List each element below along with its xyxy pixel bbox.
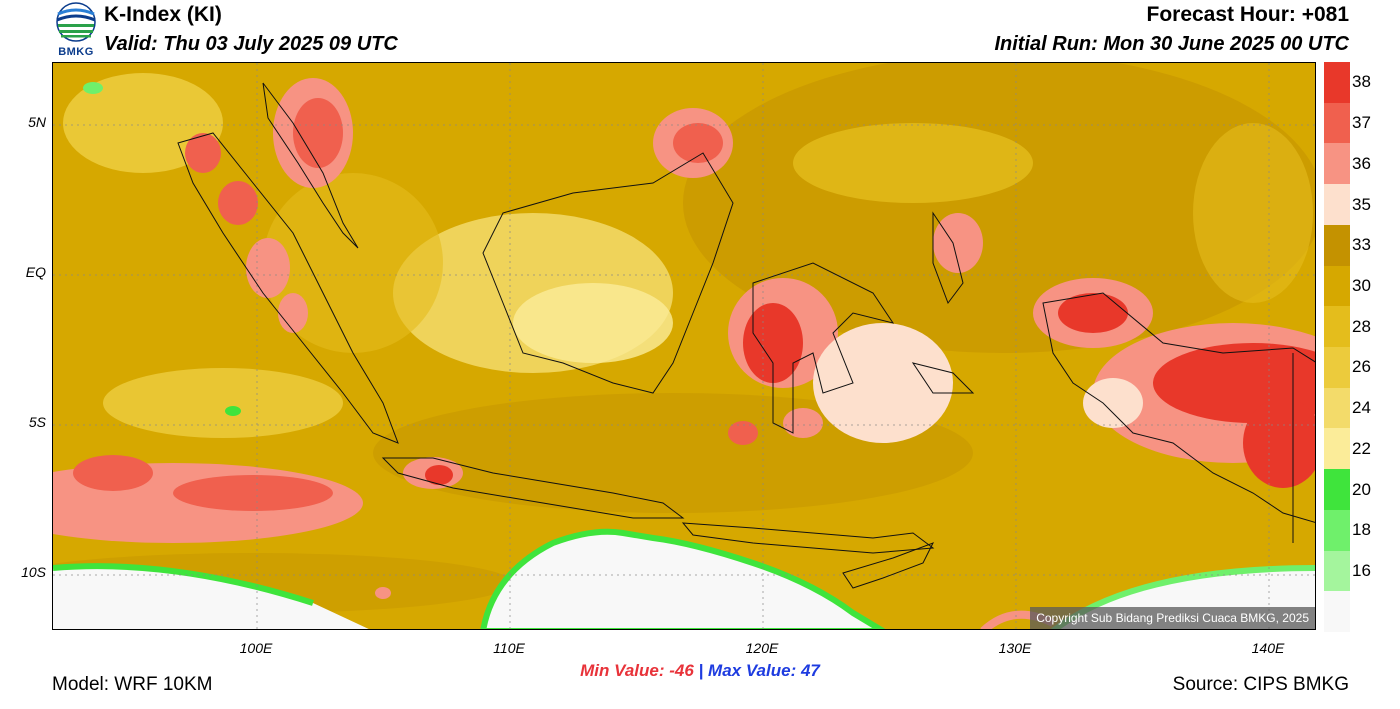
min-max-values: Min Value: -46 | Max Value: 47 [0, 661, 1400, 681]
legend-label: 35 [1352, 194, 1371, 214]
legend-color-cell [1324, 387, 1350, 429]
high-ki-zones [53, 78, 1315, 599]
light-zone-indian-ocean [103, 368, 343, 438]
green-patch-2 [225, 406, 241, 416]
legend-color-cell [1324, 184, 1350, 226]
legend-label: 33 [1352, 235, 1371, 255]
legend-label: 30 [1352, 275, 1371, 295]
max-value: Max Value: 47 [708, 661, 820, 680]
legend-color-cell [1324, 62, 1350, 104]
k-index-map[interactable]: Copyright Sub Bidang Prediksi Cuaca BMKG… [52, 62, 1316, 630]
green-patch-1 [83, 82, 103, 94]
legend-label: 36 [1352, 153, 1371, 173]
model-label: Model: WRF 10KM [52, 674, 213, 695]
legend-label: 38 [1352, 72, 1371, 92]
legend-color-cell [1324, 224, 1350, 267]
green-edge-sw [53, 563, 314, 606]
legend-label: 37 [1352, 113, 1371, 133]
initial-run: Initial Run: Mon 30 June 2025 00 UTC [994, 33, 1349, 55]
logo-text: BMKG [58, 46, 94, 58]
legend-label: 16 [1352, 560, 1371, 580]
lightest-zone-borneo [513, 283, 673, 363]
lat-label-eq: EQ [25, 264, 46, 280]
lat-label-5s: 5S [28, 414, 46, 430]
lon-label-120e: 120E [745, 640, 779, 656]
light-zone-malaya [263, 173, 443, 353]
legend-color-cell [1324, 347, 1350, 389]
legend-label: 26 [1352, 357, 1371, 377]
legend-label: 22 [1352, 438, 1371, 458]
light-zone-philippine-sea [793, 123, 1033, 203]
legend-colorbar [1324, 62, 1350, 633]
legend-color-cell [1324, 550, 1350, 592]
legend-label: 20 [1352, 479, 1371, 499]
legend-color-cell [1324, 143, 1350, 185]
forecast-hour: Forecast Hour: +081 [1146, 3, 1350, 26]
map-title: K-Index (KI) [104, 3, 222, 26]
map-canvas [53, 63, 1315, 629]
bmkg-logo [56, 2, 96, 42]
lon-label-130e: 130E [998, 640, 1032, 656]
min-value: Min Value: -46 [580, 661, 694, 680]
lon-label-140e: 140E [1251, 640, 1285, 656]
lat-label-10s: 10S [21, 564, 46, 580]
lon-label-100e: 100E [239, 640, 273, 656]
legend-color-cell [1324, 265, 1350, 307]
valid-time: Valid: Thu 03 July 2025 09 UTC [104, 33, 398, 55]
legend-color-cell [1324, 509, 1350, 552]
legend-color-cell [1324, 102, 1350, 144]
light-zone-east [1193, 123, 1313, 303]
legend-color-cell [1324, 428, 1350, 470]
lat-label-5n: 5N [28, 114, 46, 130]
legend-label: 28 [1352, 316, 1371, 336]
nodata-sw [53, 566, 369, 629]
grid-lines [53, 63, 1315, 629]
copyright-notice: Copyright Sub Bidang Prediksi Cuaca BMKG… [1030, 607, 1315, 629]
min-max-separator: | [698, 661, 704, 680]
nodata-south-central [480, 528, 886, 629]
legend-label: 18 [1352, 520, 1371, 540]
coastlines [177, 82, 1315, 589]
lon-label-110e: 110E [493, 640, 525, 656]
legend-color-cell [1324, 591, 1350, 633]
legend-color-cell [1324, 306, 1350, 348]
source-label: Source: CIPS BMKG [1172, 674, 1349, 695]
legend-label: 24 [1352, 398, 1371, 418]
light-zone-nw [63, 73, 223, 173]
legend-color-cell [1324, 469, 1350, 511]
